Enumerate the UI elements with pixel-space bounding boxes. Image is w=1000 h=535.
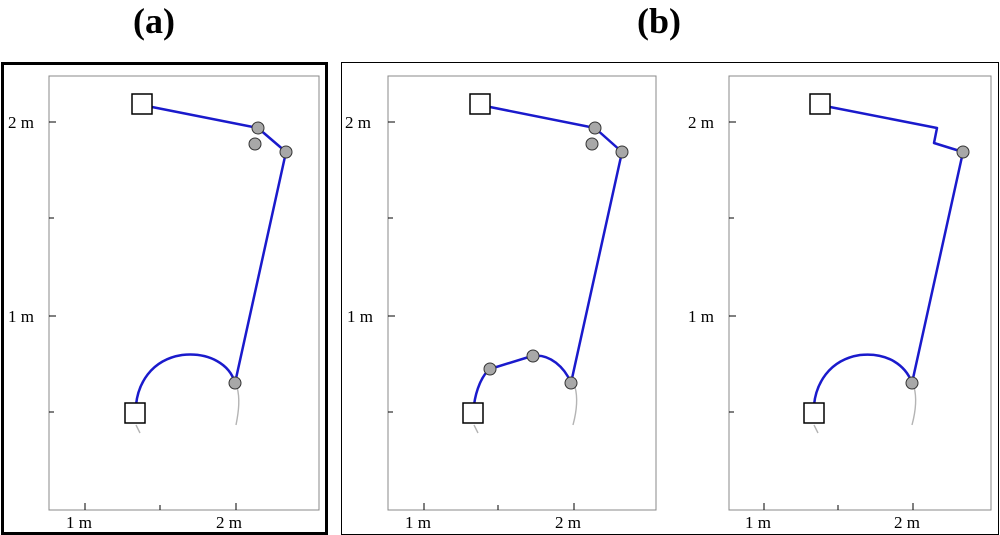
figure-a-label: (a) <box>133 1 175 41</box>
tail-a <box>235 386 240 426</box>
path-a <box>134 105 288 406</box>
vertex-a-2 <box>279 145 293 159</box>
xtick-label-1m-a: 1 m <box>66 513 92 532</box>
ytick-label-1m-b2: 1 m <box>688 307 714 326</box>
start-marker-a <box>124 402 146 424</box>
xtick-label-1m-b2: 1 m <box>745 513 771 532</box>
panel-b-right: 2 m 1 m 1 m 2 m <box>688 75 992 532</box>
tail-start-a <box>135 424 141 434</box>
ytick-label-1m-b1: 1 m <box>347 307 373 326</box>
xtick-label-2m-b2: 2 m <box>894 513 920 532</box>
path-b1 <box>472 105 624 406</box>
ytick-label-2m-b1: 2 m <box>345 113 371 132</box>
start-marker-b1 <box>462 402 484 424</box>
path-b2 <box>812 105 965 406</box>
goal-marker-a <box>131 93 153 115</box>
start-marker-b2 <box>803 402 825 424</box>
plot-area-a <box>48 75 320 511</box>
vertex-a-4 <box>251 121 265 135</box>
goal-marker-b1 <box>469 93 491 115</box>
xtick-label-1m-b1: 1 m <box>405 513 431 532</box>
goal-marker-b2 <box>809 93 831 115</box>
panel-a: 2 m 1 m 1 m 2 m <box>8 75 320 532</box>
panel-b-left: 2 m 1 m 1 m 2 m <box>345 75 657 532</box>
plot-area-b1 <box>387 75 657 511</box>
figure-b-label: (b) <box>637 1 681 41</box>
plot-area-b2 <box>728 75 992 511</box>
ytick-label-2m-a: 2 m <box>8 113 34 132</box>
xtick-label-2m-a: 2 m <box>216 513 242 532</box>
figure-a-frame <box>1 62 328 535</box>
vertex-a-1 <box>228 376 242 390</box>
ytick-label-1m-a: 1 m <box>8 307 34 326</box>
xtick-label-2m-b1: 2 m <box>555 513 581 532</box>
vertex-a-3 <box>248 137 262 151</box>
ytick-label-2m-b2: 2 m <box>688 113 714 132</box>
